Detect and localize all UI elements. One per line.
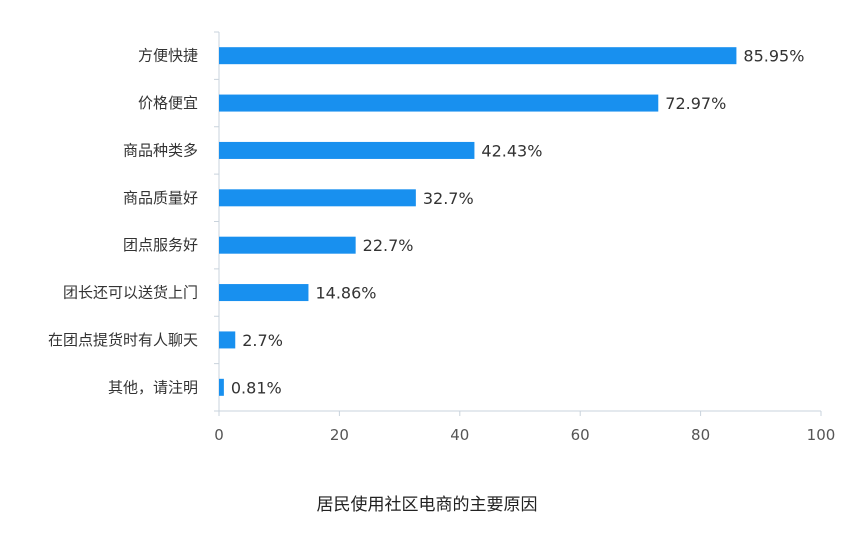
category-label: 方便快捷 [138,47,198,65]
value-label: 42.43% [481,141,542,160]
value-label: 22.7% [363,236,414,255]
value-label: 0.81% [231,378,282,397]
value-label: 2.7% [242,331,283,350]
bar [219,236,356,254]
bar [219,141,475,159]
value-label: 32.7% [423,189,474,208]
bar [219,378,224,396]
x-tick-label: 20 [330,426,349,444]
category-label: 价格便宜 [138,94,198,112]
x-tick-label: 60 [571,426,590,444]
bar [219,47,737,65]
value-label: 85.95% [743,47,804,66]
category-label: 商品种类多 [123,141,198,159]
category-label: 在团点提货时有人聊天 [48,331,198,349]
value-label: 14.86% [315,284,376,303]
bar [219,189,416,207]
category-label: 商品质量好 [123,189,198,207]
category-label: 团点服务好 [123,236,198,254]
bar [219,94,659,112]
x-tick-label: 100 [807,426,836,444]
category-label: 团长还可以送货上门 [63,284,198,302]
x-tick-label: 0 [214,426,224,444]
x-tick-label: 80 [691,426,710,444]
x-tick-label: 40 [450,426,469,444]
chart-caption: 居民使用社区电商的主要原因 [316,495,538,515]
bar [219,284,309,302]
category-label: 其他，请注明 [108,378,198,396]
bar [219,331,236,349]
value-label: 72.97% [665,94,726,113]
